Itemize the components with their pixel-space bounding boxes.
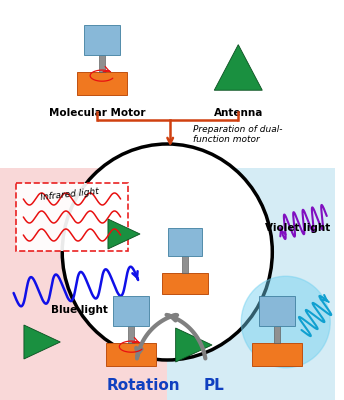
Text: Violet light: Violet light bbox=[265, 223, 330, 233]
Bar bbox=[0, 168, 167, 400]
Bar bbox=[182, 256, 187, 273]
Polygon shape bbox=[108, 219, 140, 249]
Bar bbox=[107, 343, 156, 366]
Text: PL: PL bbox=[204, 378, 224, 393]
Text: Infrared light: Infrared light bbox=[40, 187, 100, 202]
Bar bbox=[113, 296, 149, 326]
Circle shape bbox=[241, 276, 330, 368]
Text: Antenna: Antenna bbox=[214, 108, 263, 118]
Text: Rotation: Rotation bbox=[107, 378, 181, 393]
Text: Preparation of dual-
function motor: Preparation of dual- function motor bbox=[193, 125, 282, 144]
Bar bbox=[274, 326, 280, 343]
Polygon shape bbox=[214, 45, 262, 90]
Bar bbox=[99, 54, 105, 72]
Bar bbox=[77, 72, 127, 95]
Bar bbox=[167, 168, 335, 400]
Bar bbox=[162, 273, 208, 294]
Bar bbox=[15, 183, 128, 251]
Text: Blue light: Blue light bbox=[51, 305, 108, 315]
Circle shape bbox=[62, 144, 272, 360]
Polygon shape bbox=[24, 325, 60, 359]
Polygon shape bbox=[176, 328, 212, 362]
Bar bbox=[259, 296, 295, 326]
Bar bbox=[0, 0, 335, 168]
Bar bbox=[252, 343, 302, 366]
Text: Molecular Motor: Molecular Motor bbox=[49, 108, 146, 118]
Bar bbox=[84, 25, 120, 54]
Bar bbox=[168, 228, 202, 256]
Bar bbox=[128, 326, 134, 343]
